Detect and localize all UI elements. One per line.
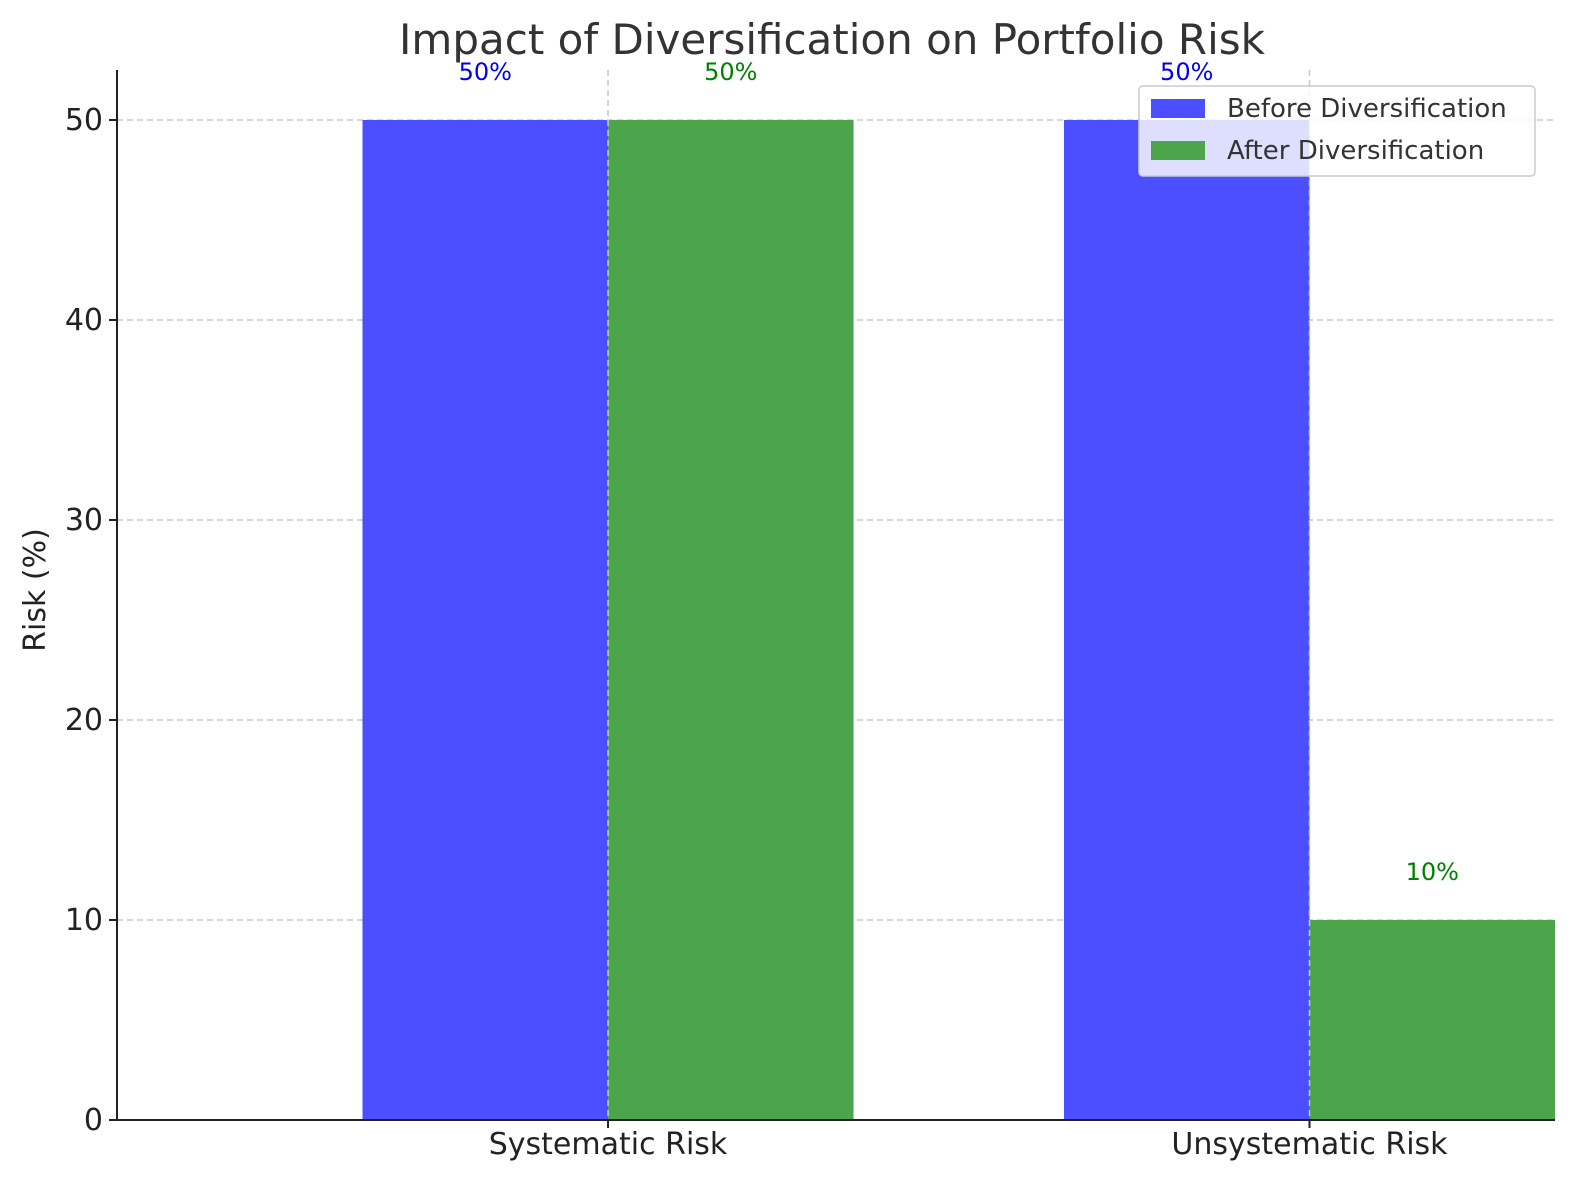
y-tick-label: 40 bbox=[65, 303, 103, 338]
legend-label: Before Diversification bbox=[1227, 94, 1507, 124]
y-tick-label: 30 bbox=[65, 503, 103, 538]
legend-swatch bbox=[1151, 141, 1205, 160]
axes bbox=[116, 70, 1555, 1121]
y-tick-label: 10 bbox=[65, 903, 103, 938]
chart-title: Impact of Diversification on Portfolio R… bbox=[399, 15, 1266, 64]
bar bbox=[1309, 920, 1555, 1120]
x-tick-label: Systematic Risk bbox=[489, 1127, 728, 1162]
legend-label: After Diversification bbox=[1227, 136, 1484, 166]
data-label: 50% bbox=[704, 58, 757, 86]
ticks-group: 0 10 20 30 40 50 Systematic Risk Unsystematic R… bbox=[65, 103, 1448, 1162]
bar bbox=[608, 120, 854, 1120]
data-labels-group: 50% 50% 50% 10% bbox=[459, 58, 1459, 886]
x-tick-label: Unsystematic Risk bbox=[1171, 1127, 1448, 1162]
data-label: 50% bbox=[459, 58, 512, 86]
data-label: 50% bbox=[1160, 58, 1213, 86]
bar bbox=[1063, 120, 1310, 1120]
y-tick-label: 20 bbox=[65, 703, 103, 738]
data-label: 10% bbox=[1406, 858, 1459, 886]
legend-box bbox=[1138, 85, 1536, 177]
legend-swatch bbox=[1151, 99, 1205, 118]
y-tick-label: 0 bbox=[84, 1103, 103, 1138]
bar bbox=[362, 120, 609, 1120]
bars-group bbox=[362, 70, 1555, 1120]
y-tick-label: 50 bbox=[65, 103, 103, 138]
y-axis-label: Risk (%) bbox=[18, 528, 53, 652]
legend: Before Diversification After Diversificat… bbox=[1138, 85, 1536, 177]
